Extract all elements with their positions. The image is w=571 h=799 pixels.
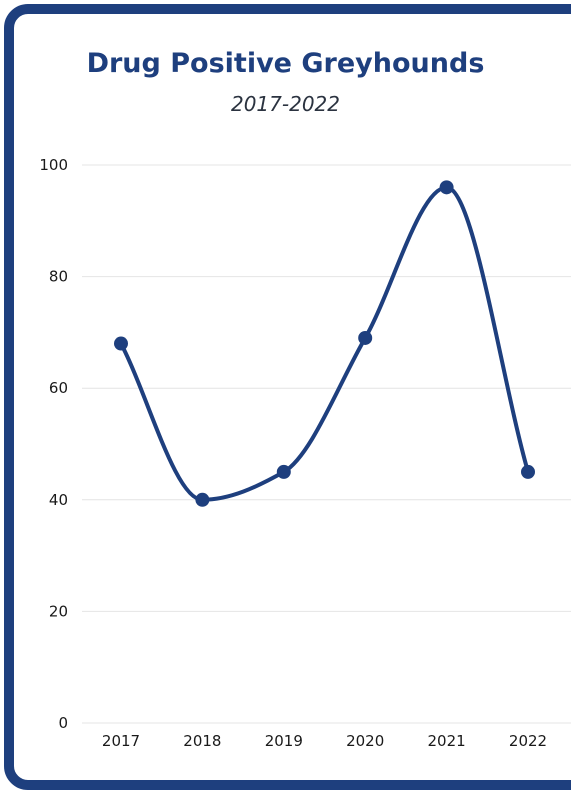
data-points-layer (114, 180, 535, 507)
x-tick-label: 2021 (428, 732, 466, 750)
y-tick-label: 20 (49, 602, 68, 620)
y-tick-label: 100 (39, 156, 68, 174)
series-line-layer (119, 185, 530, 502)
y-tick-label: 60 (49, 379, 68, 397)
x-axis-ticks: 2017 2018 2019 2020 2021 2022 (102, 732, 547, 750)
series-line (119, 185, 530, 502)
x-tick-label: 2022 (509, 732, 547, 750)
y-tick-label: 0 (58, 714, 68, 732)
y-axis-ticks: 0 20 40 60 80 100 (39, 156, 68, 732)
y-tick-label: 40 (49, 491, 68, 509)
x-tick-label: 2017 (102, 732, 140, 750)
data-point-2022[interactable] (521, 464, 535, 479)
y-tick-label: 80 (49, 268, 68, 286)
chart-title: Drug Positive Greyhounds (86, 48, 485, 79)
x-tick-label: 2020 (346, 732, 384, 750)
data-point-2019[interactable] (276, 464, 291, 479)
x-tick-label: 2019 (265, 732, 303, 750)
data-point-2020[interactable] (358, 330, 373, 345)
data-point-2017[interactable] (114, 336, 128, 351)
x-tick-label: 2018 (183, 732, 221, 750)
chart-border (4, 4, 571, 790)
data-point-2021[interactable] (439, 180, 454, 195)
data-point-2018[interactable] (195, 492, 210, 507)
chart-subtitle: 2017-2022 (230, 92, 340, 116)
grid-layer (82, 164, 571, 724)
